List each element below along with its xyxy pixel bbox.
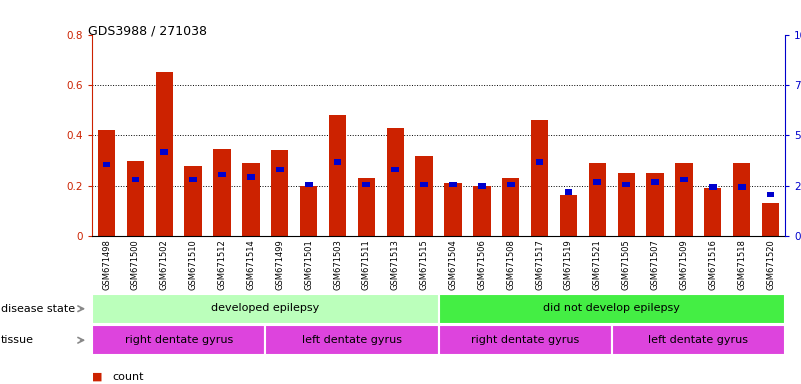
Bar xyxy=(329,115,346,236)
Bar xyxy=(92,294,439,324)
Bar xyxy=(439,325,612,355)
Bar xyxy=(502,178,519,236)
Bar xyxy=(218,172,226,177)
Text: did not develop epilepsy: did not develop epilepsy xyxy=(543,303,680,313)
Bar xyxy=(265,325,439,355)
Bar xyxy=(478,183,485,189)
Bar xyxy=(276,167,284,172)
Bar xyxy=(560,195,577,236)
Text: count: count xyxy=(112,372,143,382)
Bar xyxy=(680,177,688,182)
Bar xyxy=(646,173,664,236)
Bar xyxy=(622,182,630,187)
Bar xyxy=(358,178,375,236)
Bar xyxy=(589,163,606,236)
Bar xyxy=(762,204,779,236)
Bar xyxy=(98,130,115,236)
Bar xyxy=(416,156,433,236)
Bar xyxy=(704,188,722,236)
Text: right dentate gyrus: right dentate gyrus xyxy=(471,335,579,345)
Bar xyxy=(160,149,168,154)
Bar xyxy=(131,177,139,182)
Bar xyxy=(565,189,573,195)
Bar xyxy=(333,159,341,165)
Text: left dentate gyrus: left dentate gyrus xyxy=(648,335,748,345)
Bar xyxy=(155,72,173,236)
Bar xyxy=(271,151,288,236)
Text: developed epilepsy: developed epilepsy xyxy=(211,303,320,313)
Bar xyxy=(449,182,457,187)
Bar xyxy=(247,174,255,180)
Bar xyxy=(304,182,312,187)
Text: right dentate gyrus: right dentate gyrus xyxy=(125,335,233,345)
Text: GDS3988 / 271038: GDS3988 / 271038 xyxy=(88,25,207,38)
Bar xyxy=(103,162,111,167)
Bar xyxy=(675,163,693,236)
Bar xyxy=(92,325,265,355)
Bar xyxy=(651,179,659,185)
Bar xyxy=(531,120,548,236)
Bar xyxy=(709,184,717,190)
Bar xyxy=(767,192,775,197)
Bar xyxy=(184,166,202,236)
Bar xyxy=(392,167,399,172)
Text: left dentate gyrus: left dentate gyrus xyxy=(302,335,402,345)
Bar xyxy=(507,182,514,187)
Bar xyxy=(213,149,231,236)
Bar xyxy=(733,163,751,236)
Text: tissue: tissue xyxy=(1,335,34,345)
Text: ■: ■ xyxy=(92,372,103,382)
Bar xyxy=(242,163,260,236)
Bar xyxy=(439,294,785,324)
Bar xyxy=(594,179,602,185)
Bar xyxy=(300,186,317,236)
Bar xyxy=(473,186,490,236)
Bar xyxy=(387,128,404,236)
Bar xyxy=(421,182,428,187)
Bar xyxy=(189,177,197,182)
Bar xyxy=(536,159,544,165)
Bar xyxy=(618,173,635,236)
Text: disease state: disease state xyxy=(1,304,75,314)
Bar xyxy=(363,182,370,187)
Bar xyxy=(612,325,785,355)
Bar xyxy=(445,183,461,236)
Bar xyxy=(127,161,144,236)
Bar xyxy=(738,184,746,190)
